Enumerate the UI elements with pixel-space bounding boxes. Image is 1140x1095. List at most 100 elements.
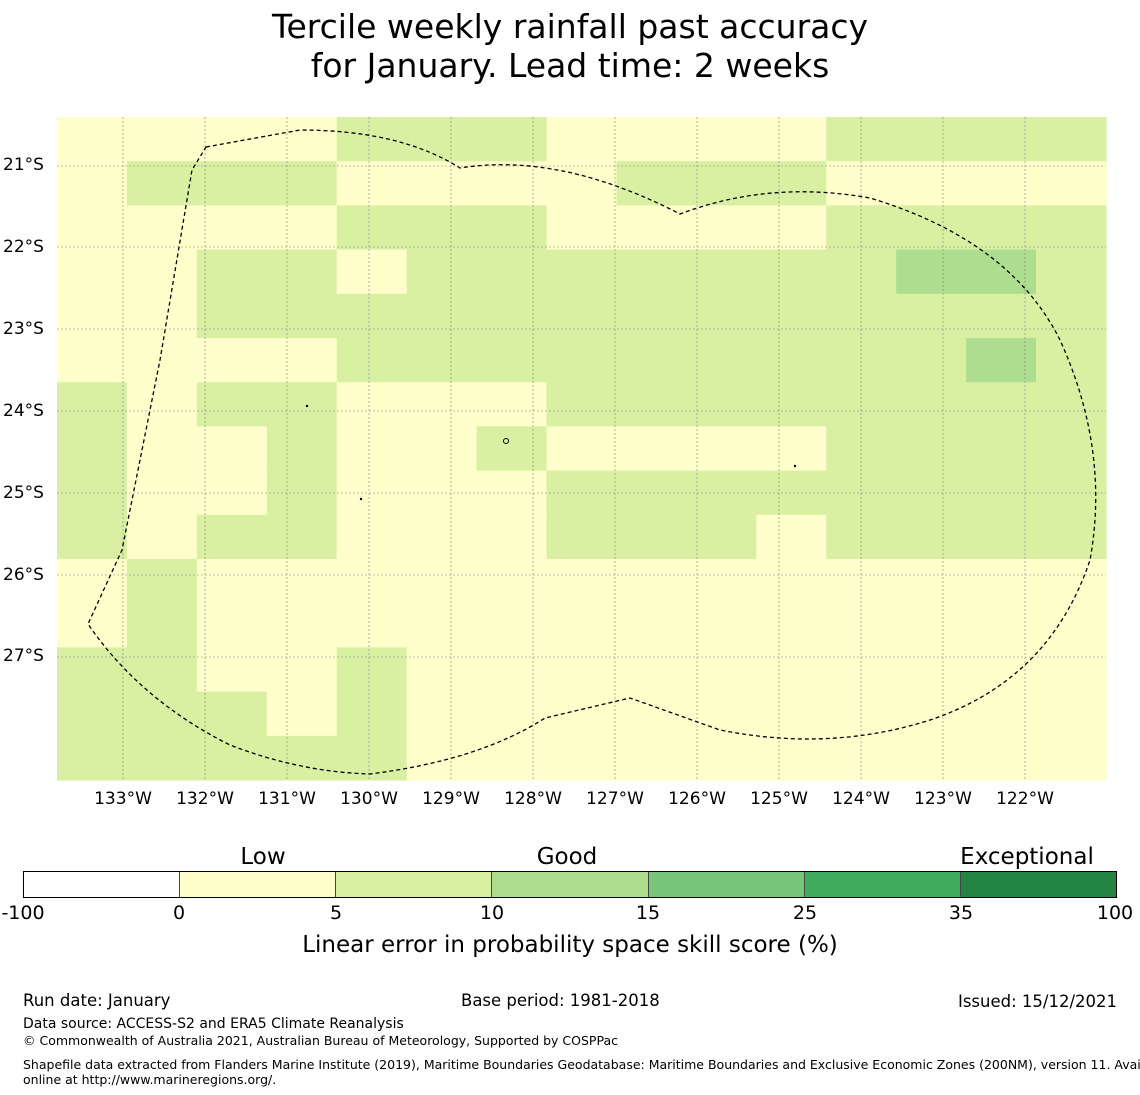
grid-cell — [57, 293, 128, 339]
grid-cell — [336, 205, 408, 251]
grid-cell — [196, 691, 268, 737]
lon-label: 133°W — [94, 789, 152, 809]
grid-cell — [476, 293, 548, 339]
grid-cell — [266, 338, 338, 383]
grid-cell — [546, 514, 618, 560]
grid-cell — [616, 293, 687, 339]
lat-label: 22°S — [3, 237, 44, 257]
grid-cell — [266, 382, 338, 427]
colorbar-tick: 25 — [792, 902, 818, 924]
lon-label: 132°W — [176, 789, 234, 809]
colorbar-tick: 100 — [1096, 902, 1134, 924]
grid-cell — [57, 205, 128, 251]
grid-cell — [336, 426, 408, 472]
grid-cell — [896, 691, 967, 737]
grid-cell — [406, 426, 478, 472]
lat-label: 27°S — [3, 646, 44, 666]
lon-label: 130°W — [340, 789, 398, 809]
grid-cell — [196, 249, 268, 295]
grid-cell — [57, 117, 128, 162]
colorbar-tick: 10 — [479, 902, 505, 924]
grid-cell — [966, 382, 1037, 427]
grid-cell — [686, 691, 757, 737]
grid-cell — [1036, 426, 1107, 472]
grid-cell — [196, 205, 268, 251]
grid-cell — [756, 735, 827, 781]
grid-cell — [196, 603, 268, 648]
grid-cell — [406, 647, 478, 693]
grid-cell — [406, 603, 478, 648]
grid-cell — [616, 470, 687, 516]
grid-cell — [756, 161, 827, 206]
grid-cell — [546, 691, 618, 737]
grid-cell — [196, 382, 268, 427]
grid-cell — [196, 293, 268, 339]
grid-cell — [686, 603, 757, 648]
grid-cell — [826, 338, 897, 383]
grid-cell — [266, 647, 338, 693]
data-source: Data source: ACCESS-S2 and ERA5 Climate … — [23, 1016, 404, 1032]
grid-cell — [126, 249, 198, 295]
grid-cell — [686, 647, 757, 693]
grid-cell — [266, 249, 338, 295]
grid-cell — [336, 249, 408, 295]
grid-cell — [826, 382, 897, 427]
map-title-line-2: for January. Lead time: 2 weeks — [310, 46, 830, 85]
copyright-notice: © Commonwealth of Australia 2021, Austra… — [23, 1033, 618, 1048]
grid-cell — [826, 647, 897, 693]
grid-cell — [966, 117, 1037, 162]
grid-cell — [266, 735, 338, 781]
grid-cell — [406, 117, 478, 162]
grid-cell — [756, 691, 827, 737]
lon-label: 122°W — [996, 789, 1054, 809]
grid-cell — [686, 293, 757, 339]
grid-cell — [826, 514, 897, 560]
grid-cell — [266, 514, 338, 560]
grid-cell — [966, 426, 1037, 472]
grid-cell — [266, 205, 338, 251]
grid-cell — [476, 117, 548, 162]
grid-cell — [336, 382, 408, 427]
grid-cell — [616, 559, 687, 604]
grid-cell — [196, 338, 268, 383]
grid-cell — [406, 514, 478, 560]
lon-label: 129°W — [422, 789, 480, 809]
grid-cell — [966, 514, 1037, 560]
grid-cell — [476, 691, 548, 737]
grid-cell — [756, 293, 827, 339]
grid-cell — [546, 382, 618, 427]
grid-cell — [1036, 603, 1107, 648]
island-marker — [305, 404, 309, 408]
grid-cell — [266, 117, 338, 162]
grid-cell — [336, 559, 408, 604]
lon-label: 126°W — [668, 789, 726, 809]
base-period: Base period: 1981-2018 — [461, 991, 660, 1010]
grid-cell — [476, 514, 548, 560]
colorbar-tick: 15 — [635, 902, 661, 924]
grid-cell — [336, 514, 408, 560]
grid-cell — [686, 514, 757, 560]
grid-cell — [616, 249, 687, 295]
issued-date: Issued: 15/12/2021 — [957, 992, 1117, 1011]
grid-cell — [966, 205, 1037, 251]
lat-label: 26°S — [3, 565, 44, 585]
grid-cell — [57, 603, 128, 648]
grid-cell — [57, 249, 128, 295]
grid-cell — [1036, 691, 1107, 737]
shapefile-credit-line-1: Shapefile data extracted from Flanders M… — [23, 1057, 1140, 1072]
lon-label: 127°W — [586, 789, 644, 809]
grid-cell — [196, 735, 268, 781]
grid-cell — [826, 691, 897, 737]
grid-cell — [546, 647, 618, 693]
grid-cell — [336, 470, 408, 516]
grid-cell — [546, 161, 618, 206]
graticule — [57, 117, 1106, 780]
grid-cell — [896, 559, 967, 604]
grid-cell — [826, 559, 897, 604]
grid-cell — [616, 382, 687, 427]
grid-cell — [546, 559, 618, 604]
lon-label: 124°W — [832, 789, 890, 809]
grid-cell — [756, 426, 827, 472]
colorbar-segment — [804, 872, 961, 897]
grid-cell — [266, 559, 338, 604]
